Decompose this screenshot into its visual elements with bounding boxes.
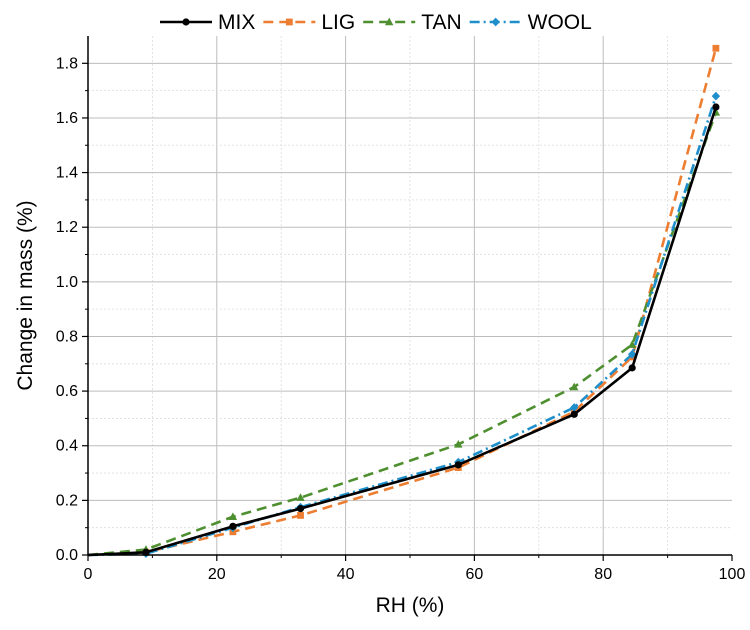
legend-marker-wool [491,17,500,27]
y-tick-label: 0.0 [56,547,78,564]
data-point-tan [228,512,238,520]
series-line-tan [87,112,718,557]
tick-labels: 0 20 40 60 80 100 0.0 0.2 0.4 0.6 0.8 1.0 1.2 1.4 1.6 1… [56,55,746,583]
y-tick-label: 1.2 [56,219,78,236]
y-tick-label: 1.4 [56,165,78,182]
data-point-mix [712,103,720,111]
data-point-lig [712,44,720,52]
x-axis-title: RH (%) [376,594,445,617]
data-point-wool [570,403,579,412]
data-point-tan [454,439,463,448]
x-tick-label: 60 [466,566,484,583]
series-line-wool [87,95,718,557]
series-line-mix [87,106,718,557]
x-tick-label: 40 [337,566,355,583]
legend-label-lig: LIG [321,11,355,34]
data-point-tan [296,493,305,501]
data-point-mix [454,461,462,469]
data-point-tan [627,340,637,348]
x-tick-label: 100 [719,566,746,583]
y-tick-label: 0.8 [56,328,78,345]
legend-marker-mix [182,18,190,26]
data-point-tan [570,382,579,391]
series-lines [87,44,721,559]
legend-marker-lig [285,18,293,26]
data-point-lig [297,511,304,519]
data-point-mix [628,364,636,372]
y-axis-title: Change in mass (%) [14,200,37,390]
axes [82,36,733,561]
data-point-mix [296,504,305,513]
data-point-wool [711,91,721,101]
data-point-mix [570,410,578,418]
data-point-mix [229,522,237,530]
legend-label-mix: MIX [218,11,255,34]
data-point-mix [142,548,150,556]
legend-label-wool: WOOL [528,11,592,34]
legend-item-lig: LIG [263,11,355,34]
y-tick-label: 1.8 [56,55,78,72]
legend-item-wool: WOOL [469,11,592,34]
legend-item-tan: TAN [363,11,462,34]
legend-item-mix: MIX [160,11,255,34]
legend-marker-tan [385,17,394,26]
x-tick-label: 20 [208,566,226,583]
x-tick-label: 80 [594,566,612,583]
legend: MIX LIG TAN WOOL [160,11,592,34]
y-tick-label: 1.6 [56,110,78,127]
y-tick-label: 0.4 [56,438,78,455]
x-tick-label: 0 [84,566,93,583]
legend-label-tan: TAN [421,11,461,34]
data-point-wool [627,349,637,359]
y-tick-label: 1.0 [56,274,78,291]
y-tick-label: 0.2 [56,492,78,509]
y-tick-label: 0.6 [56,383,78,400]
